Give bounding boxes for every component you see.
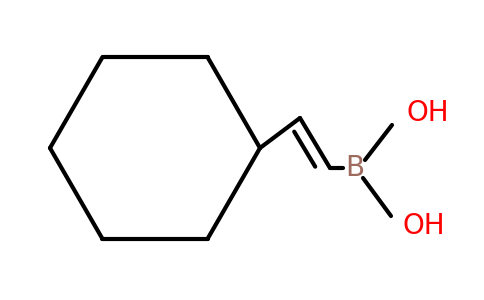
Text: OH: OH — [403, 212, 446, 240]
Text: B: B — [346, 154, 364, 182]
Text: OH: OH — [407, 99, 450, 127]
